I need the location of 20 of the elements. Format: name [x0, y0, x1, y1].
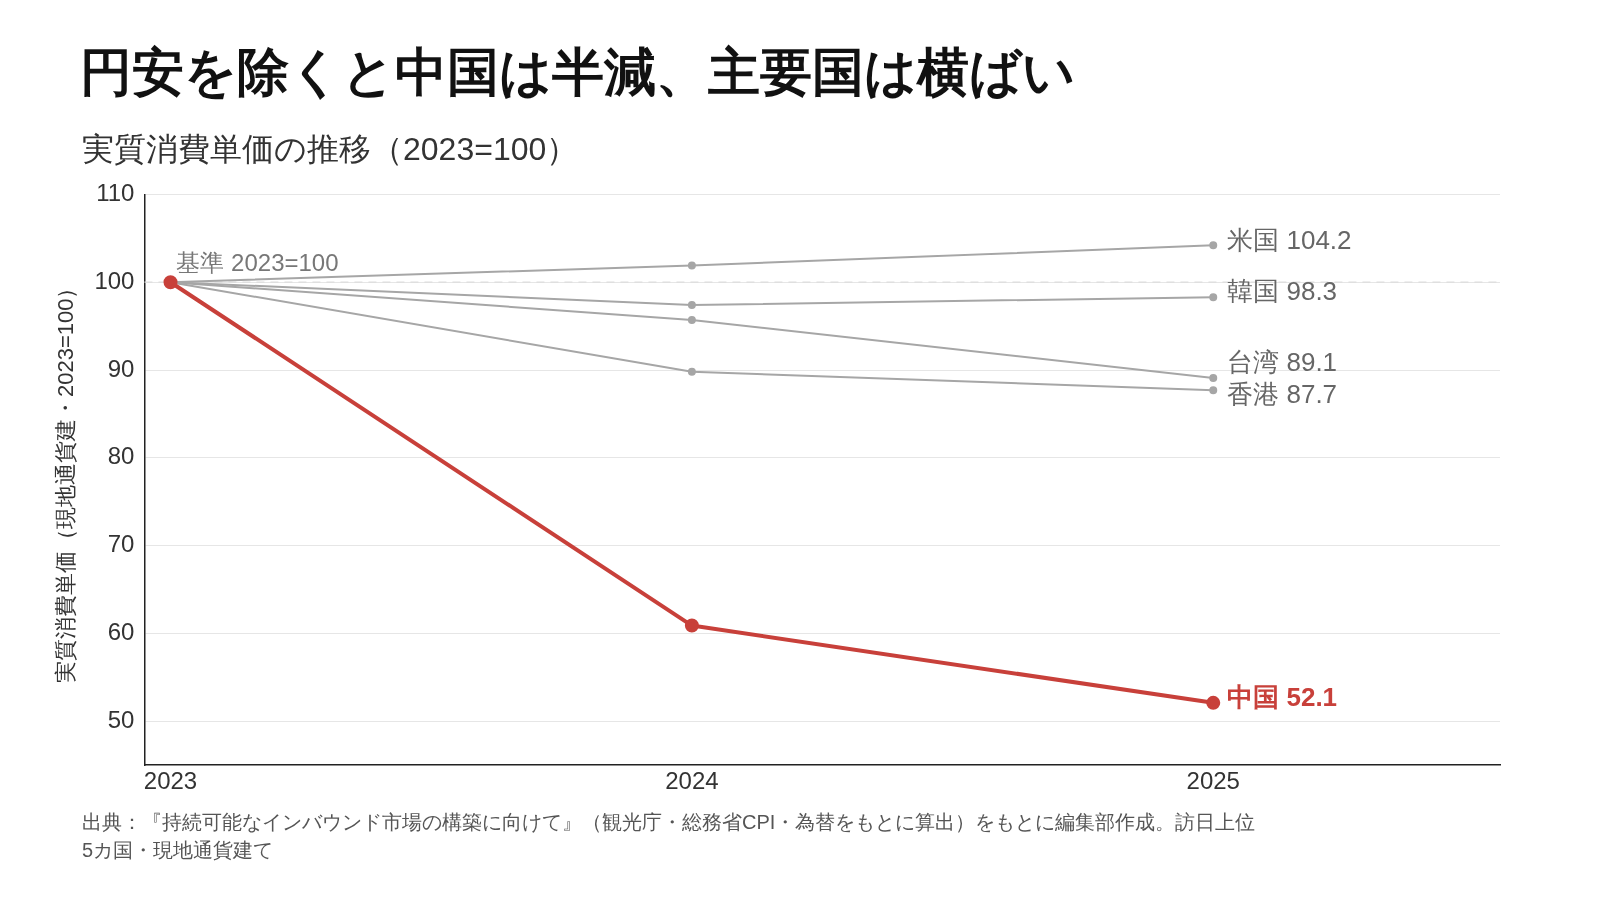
y-tick-label: 50: [107, 705, 135, 733]
source-note: 出典：『持続可能なインバウンド市場の構築に向けて』（観光庁・総務省CPI・為替をもとに算出）をもとに編集部作成。訪日上位5カ国・現地通貨建て: [82, 810, 1257, 863]
y-tick-label: 110: [96, 179, 135, 207]
text: 米国 104.2: [1227, 224, 1352, 255]
chart-title: 円安を除くと中国は半減、主要国は横ばい: [80, 42, 1075, 103]
text: 中国 52.1: [1227, 682, 1338, 713]
y-tick-label: 70: [107, 530, 135, 558]
y-tick-label: 80: [107, 442, 135, 470]
y-tick-label: 60: [107, 618, 135, 646]
y-tick-label: 100: [94, 266, 135, 294]
text: 香港 87.7: [1227, 379, 1338, 410]
x-tick-label: 2024: [665, 767, 719, 795]
ref-line-label: 基準 2023=100: [176, 248, 339, 276]
x-tick-label: 2025: [1186, 767, 1240, 795]
x-tick-label: 2023: [143, 767, 198, 795]
text: 台湾 89.1: [1227, 347, 1338, 378]
chart-subtitle: 実質消費単価の推移（2023=100）: [82, 130, 579, 169]
text: 韓国 98.3: [1227, 276, 1338, 307]
y-axis-title: 実質消費単価（現地通貨建・2023=100）: [53, 276, 79, 684]
y-tick-label: 90: [107, 354, 135, 382]
